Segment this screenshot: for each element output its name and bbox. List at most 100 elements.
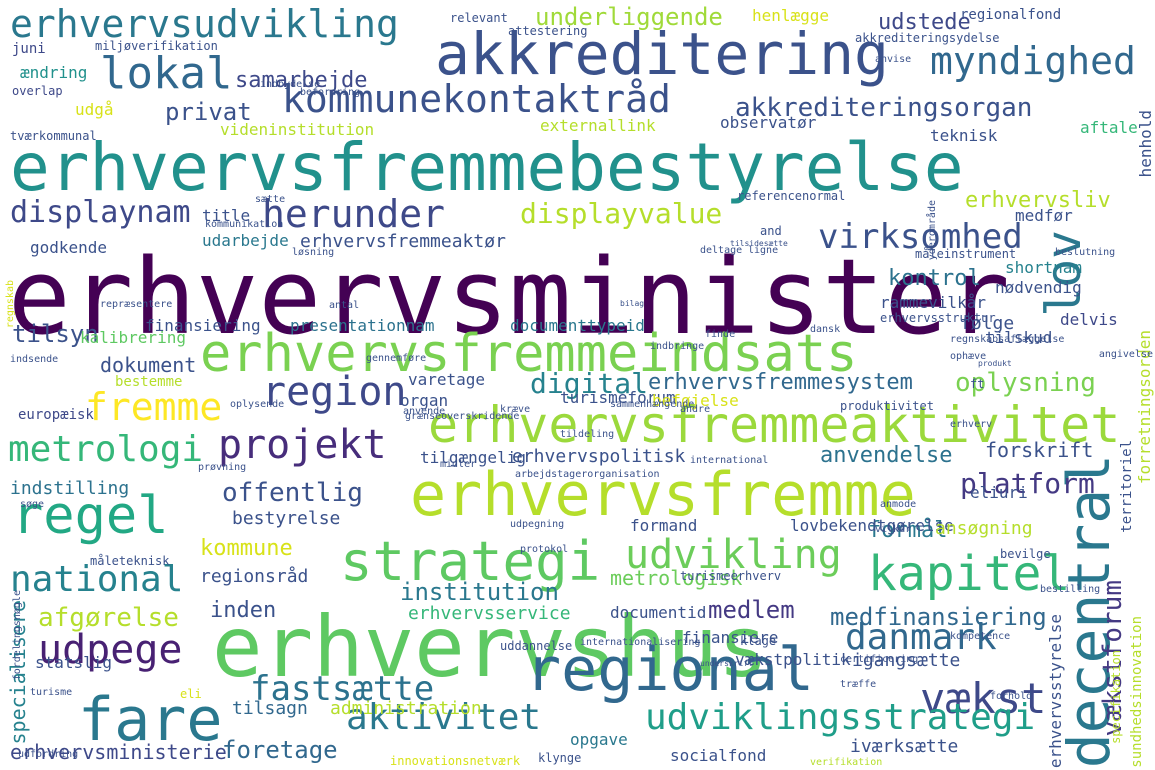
word-træffe: træffe — [840, 679, 877, 690]
word-deltage: deltage — [700, 245, 743, 256]
word-forskrift: forskrift — [985, 438, 1094, 462]
word-midler: midler — [440, 459, 477, 470]
word-anvise: anvise — [875, 54, 912, 65]
word-erhvervsministerie: erhvervsministerie — [10, 740, 227, 764]
word-søge: søge — [20, 499, 45, 510]
word-erhverv: erhverv — [950, 419, 993, 430]
word-platform: platform — [960, 467, 1095, 500]
word-tilsyn: tilsyn — [12, 320, 99, 348]
word-vækstpolitik: vækstpolitik — [735, 650, 851, 669]
word-tilgængelig: tilgængelig — [420, 448, 526, 467]
word-kompetence: kompetence — [950, 631, 1011, 642]
word-sundhedsinnovation: sundhedsinnovation — [1129, 616, 1145, 768]
word-prøvning: prøvning — [198, 462, 247, 473]
word-overlap: overlap — [12, 84, 63, 98]
word-rammevilkår: rammevilkår — [880, 293, 986, 312]
word-iværksætte: iværksætte — [850, 736, 959, 757]
word-ligne: ligne — [748, 245, 779, 256]
word-fastsætte: fastsætte — [250, 669, 435, 709]
word-tilsagn: tilsagn — [232, 698, 308, 719]
word-and: and — [760, 224, 782, 238]
word-juni: juni — [12, 41, 46, 57]
word-displaynam: displaynam — [10, 195, 191, 230]
word-udstede: udstede — [878, 10, 971, 35]
word-finansiering: finansiering — [145, 316, 261, 335]
word-opgave: opgave — [570, 730, 628, 749]
word-regnskabsaflæggelse: regnskabsaflæggelse — [950, 334, 1065, 345]
word-erhvervsfremmesystem: erhvervsfremmesystem — [648, 370, 913, 395]
word-udgå: udgå — [75, 100, 114, 119]
word-externallink: externallink — [540, 116, 656, 135]
word-måleteknisk: måleteknisk — [90, 554, 170, 568]
word-relevant: relevant — [450, 11, 508, 25]
word-medlem: medlem — [708, 596, 795, 624]
word-ansøgning: ansøgning — [935, 518, 1033, 539]
word-dokument: dokument — [100, 353, 197, 377]
word-aktivitet: aktivitet — [346, 697, 542, 738]
word-varetage: varetage — [408, 370, 486, 389]
word-beføjelse: beføjelse — [652, 391, 739, 410]
word-repræsentere: repræsentere — [100, 299, 173, 310]
word-regionsråd: regionsråd — [200, 566, 309, 587]
word-statslig: statslig — [35, 653, 113, 672]
word-administration: administration — [330, 698, 482, 719]
word-documenttypeid: documenttypeid — [510, 316, 645, 335]
word-produkt: produkt — [978, 359, 1012, 368]
word-erhvervsminister: erhvervsminister — [8, 236, 1010, 358]
word-yderområde: yderområde — [927, 200, 938, 261]
word-ændring: ændring — [20, 63, 88, 82]
word-afgørelse: afgørelse — [38, 603, 179, 633]
word-medfinansiering: medfinansiering — [830, 603, 1047, 631]
word-akkreditering: akkreditering — [435, 20, 889, 88]
word-udpegning: udpegning — [510, 519, 565, 530]
word-title: title — [202, 206, 251, 225]
word-attestering: attestering — [508, 24, 588, 38]
word-formål: formål — [868, 518, 948, 543]
word-miljøverifikation: miljøverifikation — [95, 39, 218, 53]
word-indstilling: indstilling — [10, 478, 130, 499]
word-certificering: certificering — [840, 654, 919, 665]
word-privat: privat — [165, 98, 252, 126]
word-antal: antal — [329, 300, 360, 311]
word-bilag: bilag — [620, 299, 645, 308]
word-befordring: befordring — [300, 87, 361, 98]
word-erhvervsstruktur: erhvervsstruktur — [880, 311, 996, 325]
word-erhvervsfremmeaktør: erhvervsfremmeaktør — [300, 231, 506, 252]
word-bestyrelse: bestyrelse — [232, 508, 341, 529]
word-forhold: forhold — [990, 691, 1033, 702]
word-observatør: observatør — [720, 113, 817, 132]
word-godkende: godkende — [30, 238, 108, 257]
word-eli: eli — [180, 687, 202, 701]
word-turismeerhverv: turismeerhverv — [680, 569, 782, 583]
word-foretage: foretage — [222, 736, 338, 764]
word-klynge: klynge — [538, 751, 582, 765]
word-tværkommunal: tværkommunal — [10, 129, 97, 143]
word-uddannelse: uddannelse — [500, 639, 573, 653]
word-dansk: dansk — [810, 324, 841, 335]
word-indsende: indsende — [10, 354, 59, 365]
word-erhvervspolitisk: erhvervspolitisk — [512, 446, 686, 467]
word-nødvendig: nødvendig — [995, 278, 1082, 297]
word-udfordring: udfordring — [18, 749, 79, 760]
word-bestilling: bestilling — [1040, 584, 1101, 595]
word-anmode: anmode — [880, 499, 917, 510]
word-akkrediteringsorgan: akkrediteringsorgan — [735, 93, 1033, 123]
word-grænseoverskridende: grænseoverskridende — [405, 411, 520, 422]
word-eliuri: eliuri — [970, 483, 1028, 502]
word-institution: institution — [400, 578, 559, 606]
word-region: region — [262, 369, 407, 415]
word-turismeforum: turismeforum — [560, 388, 676, 407]
word-myndighed: myndighed — [930, 39, 1136, 83]
word-ophæve: ophæve — [950, 351, 987, 362]
word-tilsidesætte: tilsidesætte — [730, 239, 788, 248]
word-lokal: lokal — [100, 48, 233, 99]
word-regnskab: regnskab — [5, 280, 16, 329]
word-medfør: medfør — [1015, 206, 1073, 225]
word-vækst: vækst — [920, 674, 1047, 723]
word-erhvervsfremmeaktivitet: erhvervsfremmeaktivitet — [428, 396, 1121, 454]
word-kommune: kommune — [200, 536, 293, 561]
word-klage: klage — [740, 634, 777, 648]
word-henhold: henhold — [1136, 110, 1155, 178]
word-bevilge: bevilge — [1000, 547, 1051, 561]
